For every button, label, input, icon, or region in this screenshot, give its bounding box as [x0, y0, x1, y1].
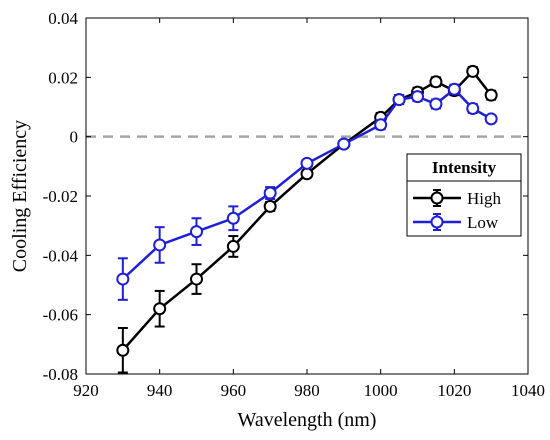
- y-tick-label: 0.02: [48, 68, 78, 87]
- legend-label: Low: [467, 213, 499, 232]
- data-point: [153, 302, 167, 316]
- data-point: [263, 199, 277, 213]
- legend-marker: [430, 215, 444, 229]
- data-point: [300, 156, 314, 170]
- data-point: [190, 225, 203, 239]
- data-point: [116, 272, 130, 286]
- x-tick-label: 1000: [364, 381, 398, 400]
- y-axis-label: Cooling Efficiency: [9, 120, 31, 272]
- data-point: [484, 112, 498, 126]
- plot-area: 920 940 960 980 1000 1020 1040 -0.08 -0.06 -0.04 -…: [43, 9, 545, 400]
- data-point: [263, 186, 277, 200]
- legend-title: Intensity: [432, 158, 497, 177]
- data-point: [374, 118, 388, 132]
- legend-box: [406, 153, 522, 237]
- data-point: [411, 90, 424, 104]
- x-tick-label: 1040: [511, 381, 545, 400]
- data-point: [226, 211, 240, 225]
- data-point: [190, 272, 203, 286]
- data-point: [466, 64, 480, 78]
- data-point: [116, 343, 130, 357]
- x-tick-label: 960: [221, 381, 247, 400]
- data-point: [466, 101, 480, 115]
- legend-marker: [430, 191, 444, 205]
- data-point: [484, 88, 498, 102]
- x-tick-label: 920: [73, 381, 99, 400]
- x-tick-label: 1020: [437, 381, 471, 400]
- data-point: [392, 93, 406, 107]
- legend-items: High Low: [413, 189, 502, 232]
- legend-label: High: [467, 189, 502, 208]
- x-axis-label: Wavelength (nm): [238, 409, 377, 431]
- data-point: [429, 97, 443, 111]
- data-point: [300, 167, 314, 181]
- x-tick-label: 940: [147, 381, 173, 400]
- data-point: [337, 137, 351, 151]
- y-tick-label: -0.04: [43, 246, 79, 265]
- y-tick-label: -0.06: [43, 306, 78, 325]
- y-tick-label: -0.08: [43, 365, 78, 384]
- y-tick-label: -0.02: [43, 187, 78, 206]
- series-low: [116, 82, 498, 301]
- data-point: [153, 238, 167, 252]
- data-point: [429, 75, 443, 89]
- data-point: [226, 239, 240, 253]
- y-tick-label: 0: [70, 128, 79, 147]
- legend: Intensity High Low: [406, 153, 522, 237]
- legend-item-low: Low: [413, 213, 499, 232]
- legend-item-high: High: [413, 189, 502, 208]
- x-tick-label: 980: [294, 381, 320, 400]
- y-tick-label: 0.04: [48, 9, 78, 28]
- data-point: [447, 82, 461, 96]
